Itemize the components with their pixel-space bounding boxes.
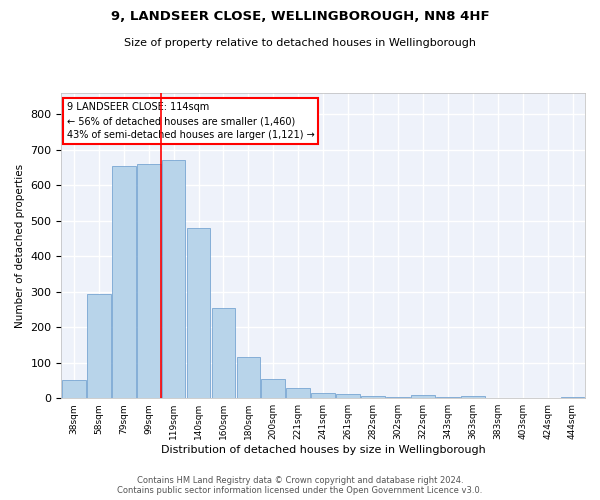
Bar xyxy=(411,396,435,398)
Bar xyxy=(361,396,385,398)
Text: Size of property relative to detached houses in Wellingborough: Size of property relative to detached ho… xyxy=(124,38,476,48)
Bar xyxy=(62,380,86,398)
Text: 9, LANDSEER CLOSE, WELLINGBOROUGH, NN8 4HF: 9, LANDSEER CLOSE, WELLINGBOROUGH, NN8 4… xyxy=(110,10,490,23)
Bar xyxy=(162,160,185,398)
Bar xyxy=(112,166,136,398)
X-axis label: Distribution of detached houses by size in Wellingborough: Distribution of detached houses by size … xyxy=(161,445,485,455)
Y-axis label: Number of detached properties: Number of detached properties xyxy=(15,164,25,328)
Text: 9 LANDSEER CLOSE: 114sqm
← 56% of detached houses are smaller (1,460)
43% of sem: 9 LANDSEER CLOSE: 114sqm ← 56% of detach… xyxy=(67,102,314,140)
Text: Contains HM Land Registry data © Crown copyright and database right 2024.
Contai: Contains HM Land Registry data © Crown c… xyxy=(118,476,482,495)
Bar xyxy=(286,388,310,398)
Bar xyxy=(336,394,360,398)
Bar xyxy=(311,393,335,398)
Bar xyxy=(212,308,235,398)
Bar xyxy=(262,378,285,398)
Bar xyxy=(137,164,161,398)
Bar xyxy=(560,397,584,398)
Bar xyxy=(87,294,110,398)
Bar xyxy=(187,228,211,398)
Bar xyxy=(236,358,260,398)
Bar xyxy=(461,396,485,398)
